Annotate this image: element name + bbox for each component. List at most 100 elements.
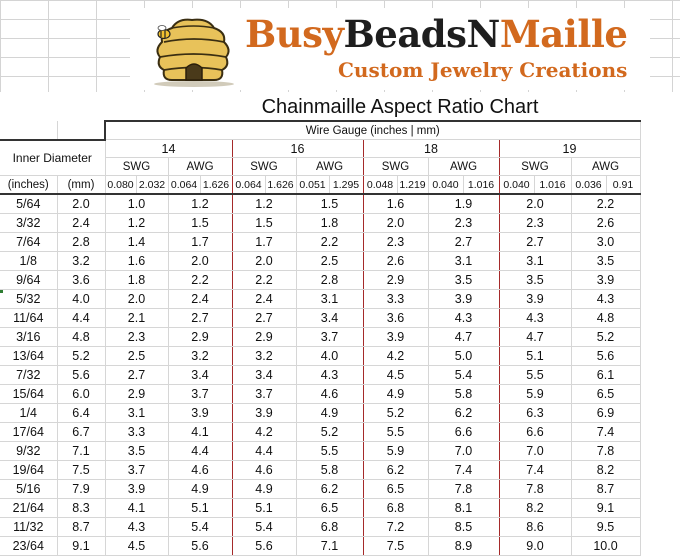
inner-diameter-inches-cell: 13/64 [0, 346, 58, 366]
aspect-ratio-cell: 4.9 [296, 403, 364, 423]
aspect-ratio-cell: 4.8 [571, 308, 641, 328]
inner-diameter-inches-cell: 5/64 [0, 194, 58, 214]
aspect-ratio-cell: 4.9 [168, 479, 233, 499]
aspect-ratio-cell: 8.6 [499, 517, 572, 537]
gauge-size-cell: 0.040 [428, 175, 464, 195]
aspect-ratio-cell: 2.1 [104, 308, 169, 328]
inner-diameter-mm-cell: 5.2 [57, 346, 106, 366]
inner-diameter-mm-cell: 3.2 [57, 251, 106, 271]
aspect-ratio-cell: 2.6 [571, 213, 641, 233]
table-row: 5/64 2.0 1.0 1.2 1.2 1.5 1.6 1.9 2.0 2.2 [0, 194, 641, 214]
aspect-ratio-cell: 3.7 [168, 384, 233, 404]
aspect-ratio-cell: 6.9 [571, 403, 641, 423]
inner-diameter-inches-cell: 17/64 [0, 422, 58, 442]
aspect-ratio-cell: 4.2 [363, 346, 429, 366]
aspect-ratio-cell: 9.1 [571, 498, 641, 518]
aspect-ratio-cell: 2.2 [296, 232, 364, 252]
aspect-ratio-cell: 3.2 [168, 346, 233, 366]
aspect-ratio-cell: 4.6 [168, 460, 233, 480]
aspect-ratio-cell: 9.0 [499, 536, 572, 556]
inner-diameter-mm-cell: 4.8 [57, 327, 106, 347]
aspect-ratio-table: Wire Gauge (inches | mm) Inner Diameter … [0, 120, 641, 556]
aspect-ratio-cell: 7.5 [363, 536, 429, 556]
gauge-size-cell: 0.036 [571, 175, 607, 195]
gauge-size-cell: 0.051 [296, 175, 330, 195]
aspect-ratio-cell: 5.4 [168, 517, 233, 537]
aspect-ratio-cell: 3.7 [296, 327, 364, 347]
aspect-ratio-cell: 10.0 [571, 536, 641, 556]
aspect-ratio-cell: 2.5 [296, 251, 364, 271]
cell-error-marker [0, 290, 3, 293]
unit-inches-label: (inches) [0, 175, 58, 195]
unit-mm-label: (mm) [57, 175, 106, 195]
inner-diameter-mm-cell: 7.9 [57, 479, 106, 499]
gauge-18-header: 18 [363, 139, 500, 158]
aspect-ratio-cell: 4.7 [428, 327, 500, 347]
aspect-ratio-cell: 2.0 [363, 213, 429, 233]
aspect-ratio-cell: 1.6 [104, 251, 169, 271]
inner-diameter-mm-cell: 4.0 [57, 289, 106, 309]
aspect-ratio-cell: 2.7 [232, 308, 297, 328]
aspect-ratio-cell: 4.7 [499, 327, 572, 347]
aspect-ratio-cell: 2.0 [499, 194, 572, 214]
aspect-ratio-cell: 4.6 [296, 384, 364, 404]
aspect-ratio-cell: 2.2 [571, 194, 641, 214]
inner-diameter-inches-cell: 1/8 [0, 251, 58, 271]
aspect-ratio-cell: 3.9 [104, 479, 169, 499]
aspect-ratio-cell: 1.4 [104, 232, 169, 252]
aspect-ratio-cell: 4.1 [168, 422, 233, 442]
aspect-ratio-cell: 6.5 [296, 498, 364, 518]
aspect-ratio-cell: 8.9 [428, 536, 500, 556]
swg-label: SWG [499, 157, 572, 176]
aspect-ratio-cell: 6.2 [428, 403, 500, 423]
inner-diameter-inches-cell: 19/64 [0, 460, 58, 480]
aspect-ratio-cell: 4.4 [168, 441, 233, 461]
table-row: 5/16 7.9 3.9 4.9 4.9 6.2 6.5 7.8 7.8 8.7 [0, 479, 641, 499]
aspect-ratio-cell: 4.5 [363, 365, 429, 385]
inner-diameter-inches-cell: 1/4 [0, 403, 58, 423]
aspect-ratio-cell: 3.4 [232, 365, 297, 385]
aspect-ratio-cell: 2.3 [104, 327, 169, 347]
aspect-ratio-cell: 3.5 [499, 270, 572, 290]
inner-diameter-mm-cell: 7.1 [57, 441, 106, 461]
aspect-ratio-cell: 2.7 [104, 365, 169, 385]
aspect-ratio-cell: 5.5 [363, 422, 429, 442]
gauge-size-cell: 1.219 [397, 175, 429, 195]
gauge-size-cell: 0.048 [363, 175, 398, 195]
gauge-19-header: 19 [499, 139, 641, 158]
aspect-ratio-cell: 3.5 [428, 270, 500, 290]
inner-diameter-mm-cell: 5.6 [57, 365, 106, 385]
aspect-ratio-cell: 5.6 [571, 346, 641, 366]
aspect-ratio-cell: 1.2 [168, 194, 233, 214]
inner-diameter-mm-cell: 8.3 [57, 498, 106, 518]
aspect-ratio-cell: 3.9 [571, 270, 641, 290]
aspect-ratio-cell: 3.6 [363, 308, 429, 328]
brand-name-part2: BeadsN [343, 12, 501, 56]
aspect-ratio-cell: 6.5 [571, 384, 641, 404]
aspect-ratio-cell: 3.2 [232, 346, 297, 366]
table-row: 3/16 4.8 2.3 2.9 2.9 3.7 3.9 4.7 4.7 5.2 [0, 327, 641, 347]
aspect-ratio-cell: 5.9 [499, 384, 572, 404]
aspect-ratio-cell: 7.4 [428, 460, 500, 480]
gauge-16-header: 16 [232, 139, 364, 158]
aspect-ratio-cell: 3.3 [104, 422, 169, 442]
inner-diameter-inches-cell: 9/64 [0, 270, 58, 290]
aspect-ratio-cell: 1.5 [232, 213, 297, 233]
aspect-ratio-cell: 3.0 [571, 232, 641, 252]
inner-diameter-header: Inner Diameter [0, 138, 106, 176]
aspect-ratio-cell: 1.2 [104, 213, 169, 233]
aspect-ratio-cell: 7.2 [363, 517, 429, 537]
aspect-ratio-cell: 5.1 [499, 346, 572, 366]
aspect-ratio-cell: 8.2 [499, 498, 572, 518]
aspect-ratio-cell: 5.8 [428, 384, 500, 404]
aspect-ratio-cell: 4.9 [363, 384, 429, 404]
aspect-ratio-cell: 1.2 [232, 194, 297, 214]
aspect-ratio-cell: 7.1 [296, 536, 364, 556]
awg-label: AWG [571, 157, 641, 176]
brand-name-part3: Maille [499, 12, 628, 56]
brand-name-part1: Busy [245, 12, 344, 56]
aspect-ratio-cell: 8.5 [428, 517, 500, 537]
aspect-ratio-cell: 3.4 [296, 308, 364, 328]
table-row: 7/64 2.8 1.4 1.7 1.7 2.2 2.3 2.7 2.7 3.0 [0, 232, 641, 252]
swg-label: SWG [232, 157, 297, 176]
